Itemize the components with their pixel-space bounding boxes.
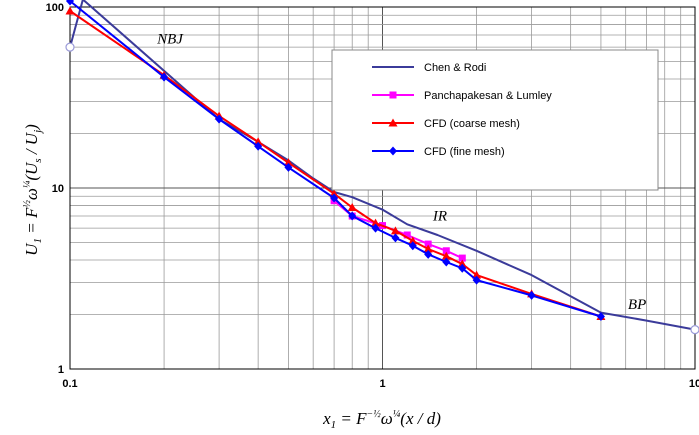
data-point <box>371 223 380 233</box>
endpoint-marker <box>690 325 699 335</box>
legend-item-4: CFD (fine mesh) <box>372 146 505 158</box>
data-point <box>330 193 339 203</box>
annotations: NBJ IR BP <box>156 31 646 313</box>
series-4 <box>66 0 605 322</box>
series-layer <box>65 0 699 335</box>
data-point <box>472 275 481 285</box>
data-point <box>284 162 293 172</box>
legend-item-1: Chen & Rodi <box>372 62 486 74</box>
data-point <box>458 254 466 262</box>
y-axis-label: U1 = F½ω¼(Us / Uj) <box>22 124 44 256</box>
series-line-3 <box>69 10 602 318</box>
legend-item-3: CFD (coarse mesh) <box>372 118 520 130</box>
endpoint-marker <box>65 42 75 52</box>
y-tick-label: 100 <box>46 2 64 14</box>
data-point <box>424 240 432 248</box>
legend-box <box>331 49 659 191</box>
data-point <box>442 257 451 267</box>
data-point <box>457 259 467 268</box>
data-point <box>423 244 433 253</box>
annotation-label: BP <box>628 297 646 313</box>
data-point <box>596 312 605 322</box>
legend-items: Chen & Rodi Panchapakesan & Lumley CFD (co… <box>372 62 552 158</box>
data-point <box>371 218 381 227</box>
data-point <box>424 249 433 259</box>
annotation-label: NBJ <box>156 31 184 47</box>
x-axis-label: x1 = F−½ω¼(x / d) <box>322 409 441 431</box>
y-tick-label: 1 <box>58 364 64 376</box>
data-point <box>329 189 339 198</box>
x-tick-label: 0.1 <box>62 378 77 390</box>
series-1 <box>69 0 696 331</box>
legend-label: Panchapakesan & Lumley <box>424 90 552 102</box>
legend-label: CFD (fine mesh) <box>424 146 505 158</box>
legend-marker <box>389 91 397 99</box>
data-point <box>441 251 451 260</box>
series-line-4 <box>69 0 602 318</box>
legend-item-2: Panchapakesan & Lumley <box>372 90 552 102</box>
data-point <box>472 270 482 279</box>
data-point <box>391 233 400 243</box>
y-tick-label: 10 <box>52 183 64 195</box>
annotation-label: IR <box>432 209 447 225</box>
data-point <box>403 231 411 239</box>
legend: Chen & Rodi Panchapakesan & Lumley CFD (co… <box>331 49 659 191</box>
data-point <box>408 241 417 251</box>
data-point <box>160 72 169 82</box>
legend-marker <box>389 146 397 156</box>
data-point <box>283 158 293 167</box>
data-point <box>254 141 263 151</box>
data-point <box>65 6 75 15</box>
data-point <box>527 290 536 300</box>
tick-labels: 0.1 1 10 1 10 100 <box>46 2 699 390</box>
x-tick-label: 10 <box>689 378 699 390</box>
data-point <box>215 114 224 124</box>
data-point <box>253 137 263 146</box>
legend-marker <box>388 118 398 127</box>
data-point <box>390 226 400 235</box>
legend-label: CFD (coarse mesh) <box>424 118 520 130</box>
data-point <box>442 247 450 255</box>
plot-area-border <box>69 6 696 370</box>
legend-label: Chen & Rodi <box>424 62 486 74</box>
data-point <box>348 211 357 221</box>
x-tick-label: 1 <box>379 378 385 390</box>
data-point <box>408 236 418 245</box>
series-line-1 <box>69 0 696 331</box>
data-point <box>347 203 357 212</box>
data-point <box>66 0 74 6</box>
data-point <box>458 263 467 273</box>
